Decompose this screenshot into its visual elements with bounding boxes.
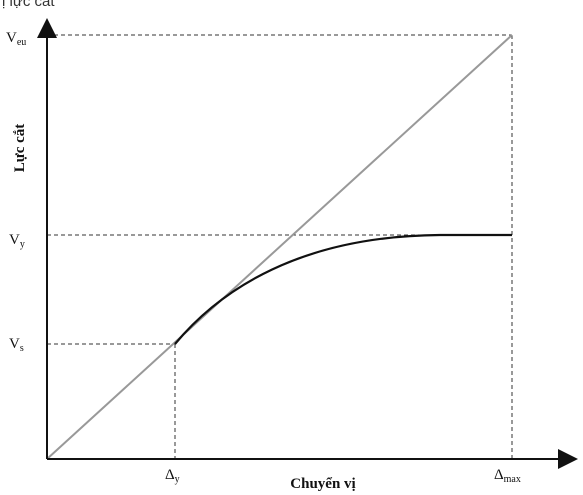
top-caption-text: ị lực cắt xyxy=(2,0,55,10)
capacity-curve xyxy=(174,233,441,345)
elastic-response-line xyxy=(46,34,513,460)
x-axis-title: Chuyển vị xyxy=(290,476,355,492)
label-delta-y: Δy xyxy=(165,467,180,485)
y-axis-title: Lực cắt xyxy=(12,124,28,173)
top-caption-fragment: ị lực cắt xyxy=(2,0,162,14)
label-delta-max: Δmax xyxy=(494,467,521,485)
label-veu: Veu xyxy=(6,30,26,48)
label-vs: Vs xyxy=(9,336,24,354)
label-vy: Vy xyxy=(9,232,25,250)
